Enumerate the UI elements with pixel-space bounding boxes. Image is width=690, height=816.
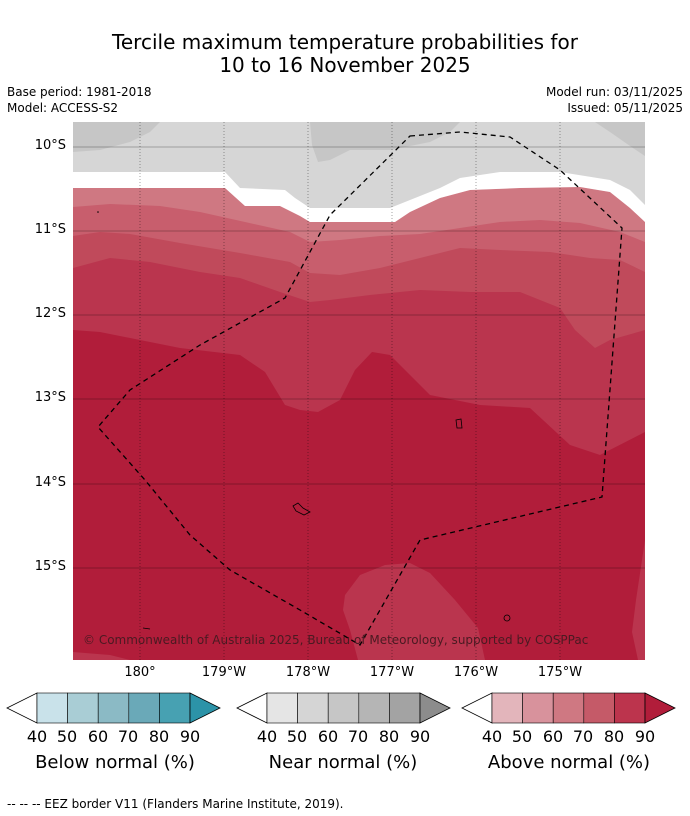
region-near-40 bbox=[73, 122, 645, 208]
tick: 80 bbox=[378, 727, 400, 746]
colorbar-below bbox=[6, 692, 221, 724]
colorbar-above bbox=[461, 692, 676, 724]
tick: 50 bbox=[511, 727, 533, 746]
island-southwest bbox=[142, 627, 151, 630]
colorbar-near-cell bbox=[297, 692, 329, 724]
title-line-2: 10 to 16 November 2025 bbox=[219, 53, 471, 77]
tick: 70 bbox=[117, 727, 139, 746]
lon-label-179w: 179°W bbox=[201, 665, 247, 680]
lon-label-175w: 175°W bbox=[537, 665, 583, 680]
colorbar-below-cell bbox=[97, 692, 130, 724]
region-above-80-southwest bbox=[73, 652, 130, 660]
colorbar-near-upper-extension bbox=[419, 692, 451, 724]
eez-border bbox=[97, 131, 623, 646]
lon-label-178w: 178°W bbox=[285, 665, 331, 680]
colorbar-near-cell bbox=[358, 692, 390, 724]
lat-label-15s: 15°S bbox=[34, 559, 66, 574]
colorbar-above-cells bbox=[491, 692, 646, 724]
colorbar-above-cell bbox=[491, 692, 523, 724]
colorbar-near-cell bbox=[266, 692, 298, 724]
colorbar-near-cell bbox=[327, 692, 360, 724]
lat-label-12s: 12°S bbox=[34, 306, 66, 321]
region-near-50-center bbox=[310, 122, 460, 162]
colorbar-below-cell bbox=[36, 692, 68, 724]
tick: 80 bbox=[148, 727, 170, 746]
colorbar-below-lower-extension bbox=[6, 692, 38, 724]
colorbar-near-lower-extension bbox=[236, 692, 268, 724]
colorbar-below-cells bbox=[36, 692, 191, 724]
region-above-80-south bbox=[343, 563, 485, 660]
tick: 90 bbox=[179, 727, 201, 746]
colorbar-above-cell bbox=[614, 692, 646, 724]
tick: 60 bbox=[87, 727, 109, 746]
graticule bbox=[73, 146, 645, 569]
lat-label-11s: 11°S bbox=[34, 222, 66, 237]
island-futuna bbox=[292, 502, 311, 516]
lat-label-14s: 14°S bbox=[34, 475, 66, 490]
tick: 40 bbox=[26, 727, 48, 746]
colorbar-below-cell bbox=[128, 692, 160, 724]
lat-label-13s: 13°S bbox=[34, 390, 66, 405]
tick: 90 bbox=[634, 727, 656, 746]
tick: 60 bbox=[317, 727, 339, 746]
colorbar-above-cell bbox=[522, 692, 554, 724]
colorbar-below-label: Below normal (%) bbox=[35, 752, 195, 773]
lon-label-180: 180° bbox=[124, 665, 156, 680]
base-period: Base period: 1981-2018 bbox=[7, 85, 152, 99]
island-wallis bbox=[455, 418, 463, 429]
colorbar-below-cell bbox=[159, 692, 191, 724]
tick: 40 bbox=[256, 727, 278, 746]
chart-title: Tercile maximum temperature probabilitie… bbox=[0, 31, 690, 77]
colorbar-above-label: Above normal (%) bbox=[487, 752, 651, 773]
island-dot bbox=[97, 211, 99, 213]
tick: 90 bbox=[409, 727, 431, 746]
tick: 50 bbox=[286, 727, 308, 746]
colorbar-below-cell bbox=[67, 692, 99, 724]
meta-right: Model run: 03/11/2025 Issued: 05/11/2025 bbox=[546, 84, 683, 116]
issued-date: Issued: 05/11/2025 bbox=[567, 101, 683, 115]
region-above-80-southeast bbox=[632, 540, 645, 660]
colorbar-above-lower-extension bbox=[461, 692, 493, 724]
colorbar-below-upper-extension bbox=[189, 692, 221, 724]
lon-label-177w: 177°W bbox=[369, 665, 415, 680]
colorbar-above-cell bbox=[552, 692, 585, 724]
colorbar-above-cell bbox=[583, 692, 615, 724]
title-line-1: Tercile maximum temperature probabilitie… bbox=[112, 30, 578, 54]
lon-label-176w: 176°W bbox=[453, 665, 499, 680]
tick: 80 bbox=[603, 727, 625, 746]
model-name: Model: ACCESS-S2 bbox=[7, 101, 119, 115]
lat-label-10s: 10°S bbox=[34, 138, 66, 153]
copyright-notice: © Commonwealth of Australia 2025, Bureau… bbox=[83, 633, 589, 647]
colorbar-above-upper-extension bbox=[644, 692, 676, 724]
colorbar-near-cell bbox=[389, 692, 421, 724]
colorbar-near bbox=[236, 692, 451, 724]
region-near-50-left bbox=[73, 122, 160, 152]
colorbar-near-label: Near normal (%) bbox=[268, 752, 418, 773]
tick: 70 bbox=[347, 727, 369, 746]
island-small bbox=[503, 614, 511, 622]
probability-map bbox=[73, 122, 645, 660]
tick: 60 bbox=[542, 727, 564, 746]
eez-legend-note: -- -- -- EEZ border V11 (Flanders Marine… bbox=[7, 797, 344, 811]
meta-left: Base period: 1981-2018 Model: ACCESS-S2 bbox=[7, 84, 152, 116]
colorbar-near-cells bbox=[266, 692, 421, 724]
tick: 40 bbox=[481, 727, 503, 746]
region-near-50-right bbox=[595, 122, 645, 156]
tick: 70 bbox=[572, 727, 594, 746]
tick: 50 bbox=[56, 727, 78, 746]
model-run: Model run: 03/11/2025 bbox=[545, 85, 683, 99]
